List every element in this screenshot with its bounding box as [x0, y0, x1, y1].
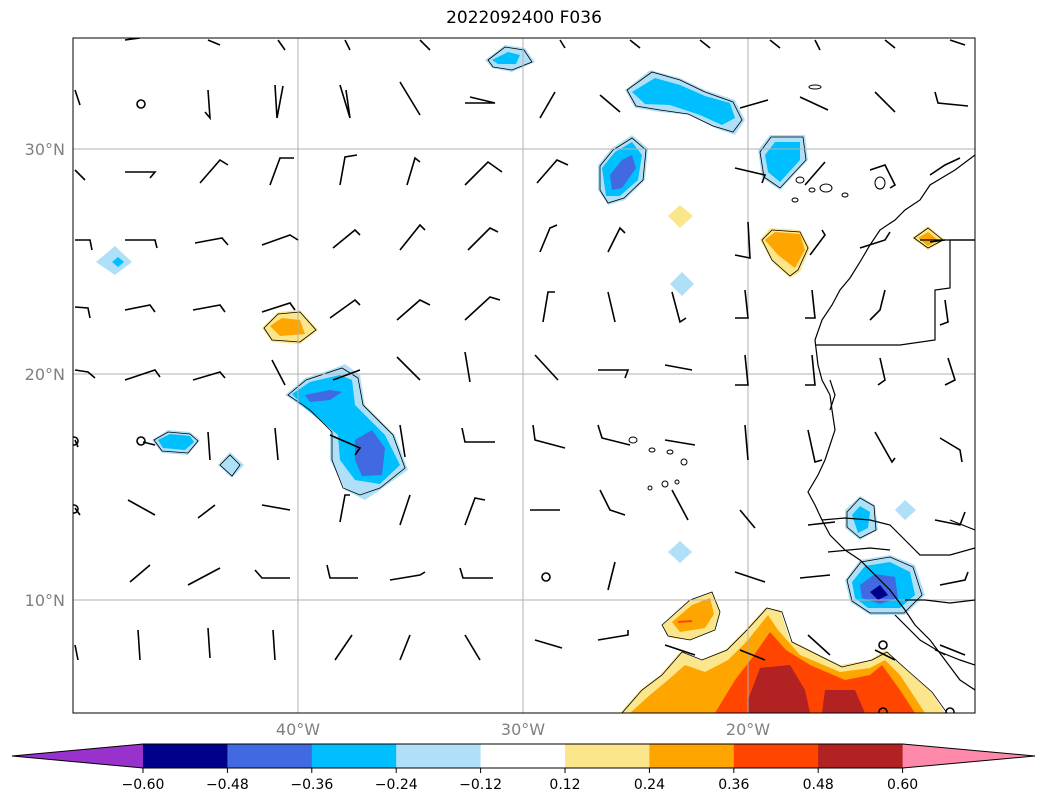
shaded-field — [96, 45, 945, 713]
colorbar-segment — [480, 744, 566, 768]
colorbar-tick-label: −0.12 — [459, 777, 502, 793]
colorbar-segment — [733, 744, 819, 768]
lat-label-30n: 30°N — [25, 140, 65, 159]
colorbar-tick-label: 0.12 — [549, 777, 580, 793]
colorbar-segment — [227, 744, 313, 768]
colorbar-segment — [818, 744, 904, 768]
colorbar-segment — [649, 744, 735, 768]
map-frame — [72, 37, 976, 714]
lon-label-20w: 20°W — [726, 720, 770, 739]
colorbar: −0.60 −0.48 −0.36 −0.24 −0.12 0.12 0.24 0.36 0.4… — [11, 743, 1036, 793]
lat-label-10n: 10°N — [25, 591, 65, 610]
coastline — [807, 154, 975, 691]
lat-label-20n: 20°N — [25, 365, 65, 384]
colorbar-segment — [311, 744, 397, 768]
colorbar-tick-label: 0.24 — [634, 777, 665, 793]
colorbar-tick-label: 0.36 — [718, 777, 749, 793]
colorbar-segment — [143, 744, 228, 768]
colorbar-tick-label: −0.36 — [290, 777, 333, 793]
lon-label-40w: 40°W — [276, 720, 320, 739]
colorbar-tick-label: −0.48 — [206, 777, 249, 793]
graticule — [73, 38, 975, 713]
wind-barbs — [74, 38, 969, 661]
map-title: 2022092400 F036 — [446, 8, 602, 28]
colorbar-extend-high — [902, 744, 1035, 768]
contour-lines — [153, 46, 948, 713]
colorbar-tick-label: −0.60 — [122, 777, 165, 793]
colorbar-extend-low — [12, 744, 143, 768]
colorbar-tick-label: 0.48 — [803, 777, 834, 793]
colorbar-tick-label: −0.24 — [375, 777, 418, 793]
islands — [628, 84, 886, 491]
lon-label-30w: 30°W — [501, 720, 545, 739]
colorbar-tick-label: 0.60 — [887, 777, 918, 793]
calm-wind-markers — [73, 99, 955, 713]
colorbar-segment — [396, 744, 482, 768]
colorbar-segment — [565, 744, 650, 768]
